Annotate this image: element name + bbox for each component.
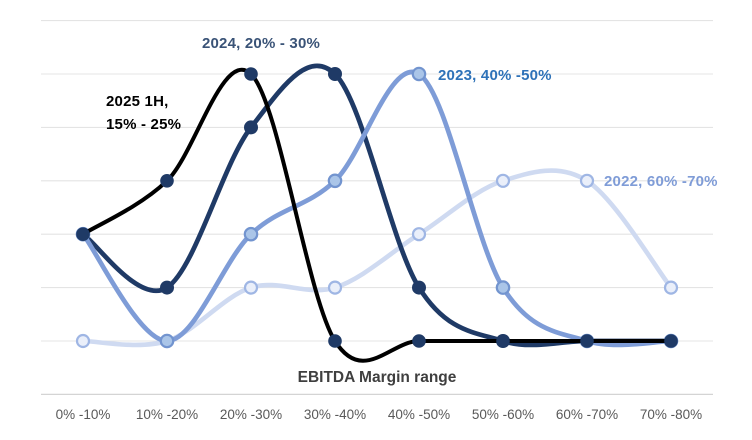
series-label-2023: 2023, 40% -50%	[438, 67, 552, 84]
series-label-2025-1h: 2025 1H, 15% - 25%	[106, 93, 182, 133]
x-axis-title: EBITDA Margin range	[297, 369, 457, 386]
series-label-2022: 2022, 60% -70%	[604, 173, 718, 190]
series-label-2024: 2024, 20% - 30%	[201, 35, 321, 52]
